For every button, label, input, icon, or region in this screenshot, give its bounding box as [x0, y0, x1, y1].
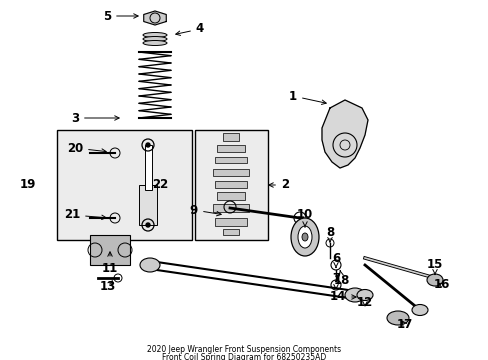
- Bar: [144, 145, 151, 190]
- Text: 21: 21: [64, 208, 106, 221]
- Text: 20: 20: [67, 141, 106, 154]
- Polygon shape: [321, 100, 367, 168]
- Text: 8: 8: [325, 225, 333, 242]
- Bar: [215, 181, 246, 188]
- Bar: [57, 130, 192, 240]
- Text: 3: 3: [71, 112, 119, 125]
- Text: 4: 4: [175, 22, 203, 36]
- Bar: [217, 192, 244, 200]
- Ellipse shape: [356, 289, 372, 301]
- Ellipse shape: [290, 218, 318, 256]
- Bar: [90, 235, 130, 265]
- Text: 11: 11: [102, 252, 118, 274]
- Text: 14: 14: [329, 291, 355, 303]
- Ellipse shape: [302, 233, 307, 241]
- Ellipse shape: [426, 274, 442, 286]
- Ellipse shape: [411, 305, 427, 315]
- Bar: [213, 169, 248, 176]
- Bar: [217, 145, 244, 152]
- Text: 19: 19: [20, 179, 36, 192]
- Text: 9: 9: [189, 203, 221, 216]
- Text: 15: 15: [426, 258, 442, 274]
- Bar: [215, 218, 246, 226]
- Text: 22: 22: [152, 179, 168, 192]
- Text: 12: 12: [356, 296, 372, 309]
- Ellipse shape: [386, 311, 408, 325]
- Ellipse shape: [142, 32, 167, 37]
- Text: 6: 6: [331, 252, 340, 267]
- Bar: [223, 133, 239, 141]
- Ellipse shape: [140, 258, 160, 272]
- Bar: [223, 229, 239, 235]
- Ellipse shape: [297, 226, 311, 248]
- Bar: [215, 157, 246, 163]
- Text: 1: 1: [288, 90, 325, 104]
- Text: 10: 10: [296, 208, 312, 227]
- Ellipse shape: [142, 36, 167, 41]
- Ellipse shape: [142, 40, 167, 45]
- Bar: [195, 130, 267, 240]
- Bar: [139, 185, 157, 225]
- Text: 16: 16: [433, 279, 449, 292]
- Text: 17: 17: [396, 319, 412, 332]
- Text: 7: 7: [331, 271, 339, 289]
- Polygon shape: [143, 11, 166, 25]
- Bar: [213, 204, 248, 212]
- Text: 18: 18: [333, 271, 349, 287]
- Circle shape: [146, 223, 150, 227]
- Text: 2020 Jeep Wrangler Front Suspension Components: 2020 Jeep Wrangler Front Suspension Comp…: [146, 346, 340, 355]
- Text: Front Coil Spring Diagram for 68250235AD: Front Coil Spring Diagram for 68250235AD: [162, 354, 325, 360]
- Circle shape: [146, 143, 150, 147]
- Text: 2: 2: [268, 179, 288, 192]
- Text: 13: 13: [100, 279, 116, 292]
- Ellipse shape: [345, 288, 364, 302]
- Text: 5: 5: [102, 9, 138, 22]
